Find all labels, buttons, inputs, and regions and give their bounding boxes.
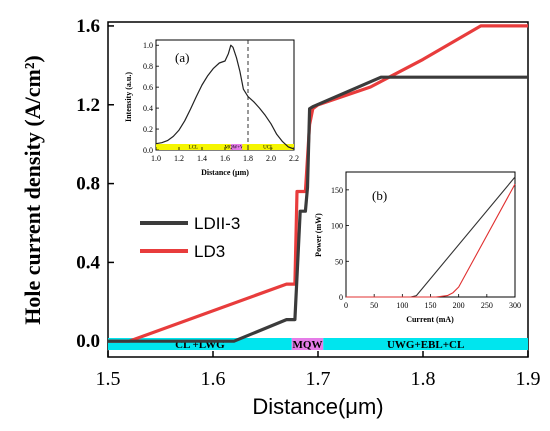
inset-a-panel-label: (a): [175, 50, 189, 65]
inset-a-y-tick-label: 0.0: [143, 146, 153, 155]
inset-a-region-label: LCL: [189, 146, 198, 151]
inset-a-x-tick-label: 1.0: [151, 154, 161, 163]
main-chart: CL +LWG MQW UWG+EBL+CL 1.5 1.6 1.7 1.8 1.90.00…: [20, 16, 541, 419]
inset-b-y-axis-label: Power (mW): [314, 213, 323, 257]
inset-a-x-tick-label: 2.2: [289, 154, 299, 163]
inset-a-intensity-curve: [155, 44, 295, 150]
inset-b-power-curve: [346, 183, 516, 298]
region-band-label: UWG+EBL+CL: [387, 339, 464, 351]
inset-a-region-band: [242, 144, 294, 150]
main-y-axis-label: Hole current density (A/cm²): [20, 55, 45, 325]
inset-a-y-tick-label: 0.8: [143, 62, 153, 71]
x-tick-label: 1.7: [306, 368, 331, 390]
legend-label: LDII-3: [194, 214, 240, 233]
inset-a-x-tick-label: 1.2: [174, 154, 184, 163]
inset-a-region-band: [230, 144, 243, 150]
inset-b-y-tick-label: 150: [331, 186, 343, 195]
region-band: [323, 338, 528, 350]
x-tick-label: 1.8: [411, 368, 436, 390]
legend: LDII-3 LD3: [140, 214, 240, 261]
inset-a-y-axis-label: Intensity (a.u.): [124, 72, 133, 122]
region-band: [291, 338, 324, 350]
inset-a-y-tick-label: 0.4: [143, 104, 153, 113]
inset-b-y-tick-label: 100: [331, 222, 343, 231]
inset-b-x-tick-label: 300: [509, 301, 521, 310]
y-tick-label: 1.2: [76, 95, 100, 116]
inset-b-x-tick-label: 200: [453, 301, 465, 310]
inset-a-region-band: [156, 144, 231, 150]
inset-a-chart: LCL MQW+WG UCL 1.0 1.2 1.4 1.6 1.8 2.0 2.2 0.0 0.2…: [124, 39, 299, 177]
inset-b-x-tick-label: 0: [344, 301, 348, 310]
series-line-ldii-3: [108, 75, 528, 343]
y-tick-label: 1.6: [76, 16, 100, 37]
inset-b-x-tick-label: 100: [396, 301, 408, 310]
x-tick-label: 1.5: [96, 368, 121, 390]
inset-a-x-tick-label: 1.6: [220, 154, 230, 163]
inset-b-chart: 0 50 100 150 200 250 300 0 50 100 150 (b) Current …: [314, 171, 521, 324]
inset-b-y-tick-label: 50: [335, 257, 343, 266]
inset-a-y-tick-label: 0.2: [143, 125, 153, 134]
inset-b-y-tick-label: 0: [339, 293, 343, 302]
inset-a-region-label: MQW+WG: [225, 146, 249, 151]
inset-b-x-axis-label: Current (mA): [406, 315, 454, 324]
y-tick-label: 0.8: [76, 174, 100, 195]
inset-a-x-tick-label: 1.8: [243, 154, 253, 163]
inset-b-x-tick-label: 150: [425, 301, 437, 310]
y-tick-label: 0.0: [76, 331, 100, 352]
x-tick-label: 1.9: [516, 368, 541, 390]
inset-a-x-axis-label: Distance (μm): [201, 168, 249, 177]
inset-a-x-tick-label: 1.4: [197, 154, 207, 163]
inset-b-x-tick-label: 250: [481, 301, 493, 310]
inset-a-y-tick-label: 1.0: [143, 41, 153, 50]
inset-a-x-tick-label: 2.0: [266, 154, 276, 163]
y-tick-label: 0.4: [76, 252, 100, 273]
region-band-label: MQW: [293, 339, 323, 351]
inset-b-panel-label: (b): [372, 188, 387, 203]
legend-label: LD3: [194, 242, 225, 261]
inset-a-y-tick-label: 0.6: [143, 83, 153, 92]
main-x-axis-label: Distance(μm): [252, 394, 383, 419]
x-tick-label: 1.6: [201, 368, 226, 390]
inset-a-plot-frame: [155, 39, 295, 151]
inset-b-x-tick-label: 50: [370, 301, 378, 310]
inset-a-region-label: UCL: [263, 146, 273, 151]
